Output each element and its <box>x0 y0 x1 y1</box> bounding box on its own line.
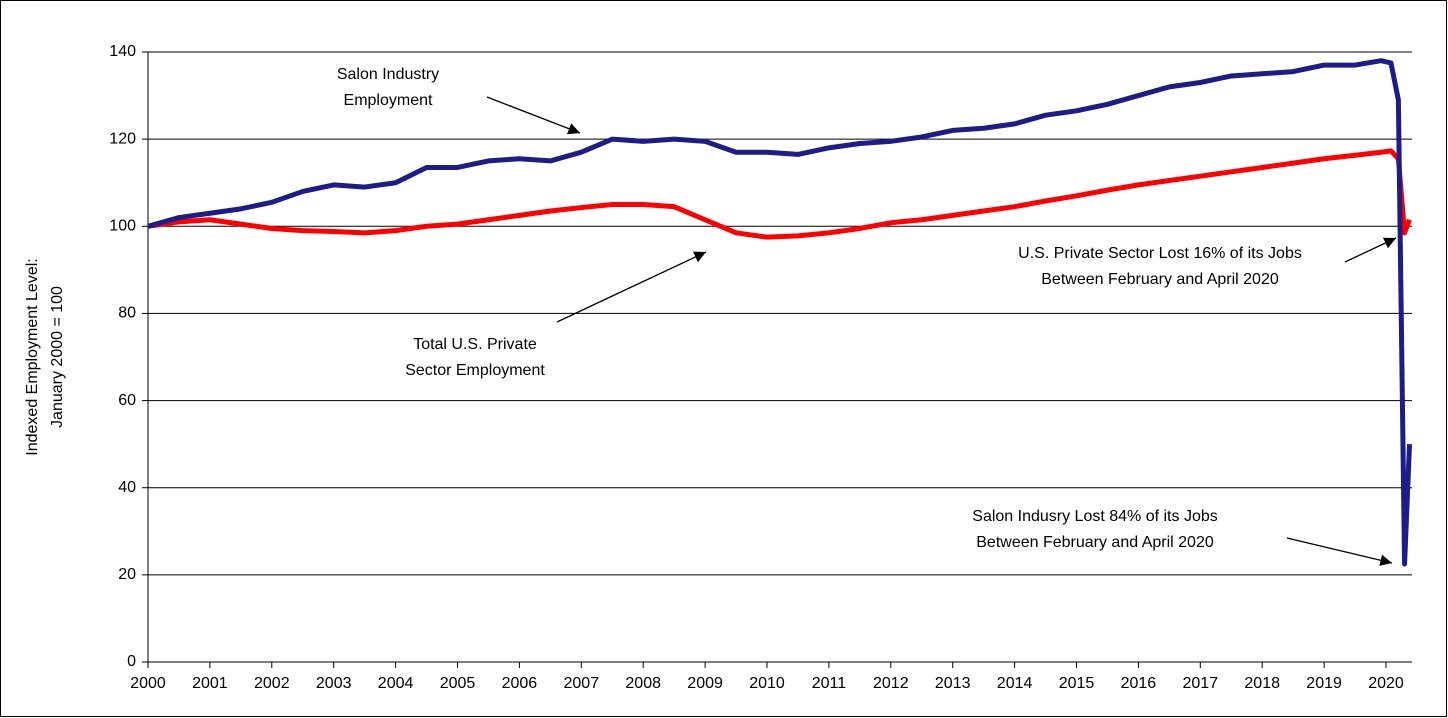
x-tick-label: 2020 <box>1368 675 1404 692</box>
x-tick-label: 2016 <box>1121 675 1157 692</box>
y-tick-label: 80 <box>118 305 136 322</box>
annotation: Between February and April 2020 <box>976 534 1214 551</box>
x-tick-label: 2000 <box>130 675 166 692</box>
y-axis-label: January 2000 = 100 <box>49 286 66 428</box>
y-tick-label: 140 <box>109 43 136 60</box>
annotation: Total U.S. Private <box>413 336 537 353</box>
arrows <box>486 96 1397 566</box>
series-line <box>147 148 1412 240</box>
x-tick-label: 2010 <box>749 675 785 692</box>
series-line <box>147 58 1413 567</box>
x-tick-label: 2012 <box>873 675 909 692</box>
annotation: Salon Industry <box>337 66 439 83</box>
x-tick-label: 2017 <box>1183 675 1219 692</box>
x-tick-label: 2008 <box>625 675 661 692</box>
y-tick-label: 20 <box>118 566 136 583</box>
x-tick-label: 2013 <box>935 675 971 692</box>
x-tick-label: 2003 <box>316 675 352 692</box>
x-tick-label: 2015 <box>1059 675 1095 692</box>
x-tick-label: 2006 <box>502 675 538 692</box>
y-tick-label: 40 <box>118 479 136 496</box>
y-tick-label: 100 <box>109 218 136 235</box>
x-tick-label: 2011 <box>812 675 847 692</box>
arrow <box>1286 537 1393 566</box>
x-tick-label: 2018 <box>1244 675 1280 692</box>
arrow <box>556 251 707 323</box>
y-tick-label: 60 <box>118 392 136 409</box>
x-tick-label: 2019 <box>1306 675 1342 692</box>
y-tick-label: 120 <box>109 130 136 147</box>
annotation: Between February and April 2020 <box>1041 271 1279 288</box>
x-tick-label: 2001 <box>192 675 228 692</box>
x-tick-label: 2004 <box>378 675 414 692</box>
y-tick-label: 0 <box>127 653 136 670</box>
x-tick-label: 2014 <box>997 675 1033 692</box>
annotation: U.S. Private Sector Lost 16% of its Jobs <box>1018 245 1302 262</box>
x-tick-label: 2007 <box>564 675 600 692</box>
x-tick-label: 2005 <box>440 675 476 692</box>
arrow <box>1344 237 1397 263</box>
y-axis-label: Indexed Employment Level: <box>24 258 41 455</box>
x-tick-label: 2002 <box>254 675 290 692</box>
arrow <box>486 96 581 135</box>
x-tick-label: 2009 <box>687 675 723 692</box>
annotation: Sector Employment <box>405 362 545 379</box>
annotation: Salon Indusry Lost 84% of its Jobs <box>972 508 1217 525</box>
annotation: Employment <box>344 92 433 109</box>
